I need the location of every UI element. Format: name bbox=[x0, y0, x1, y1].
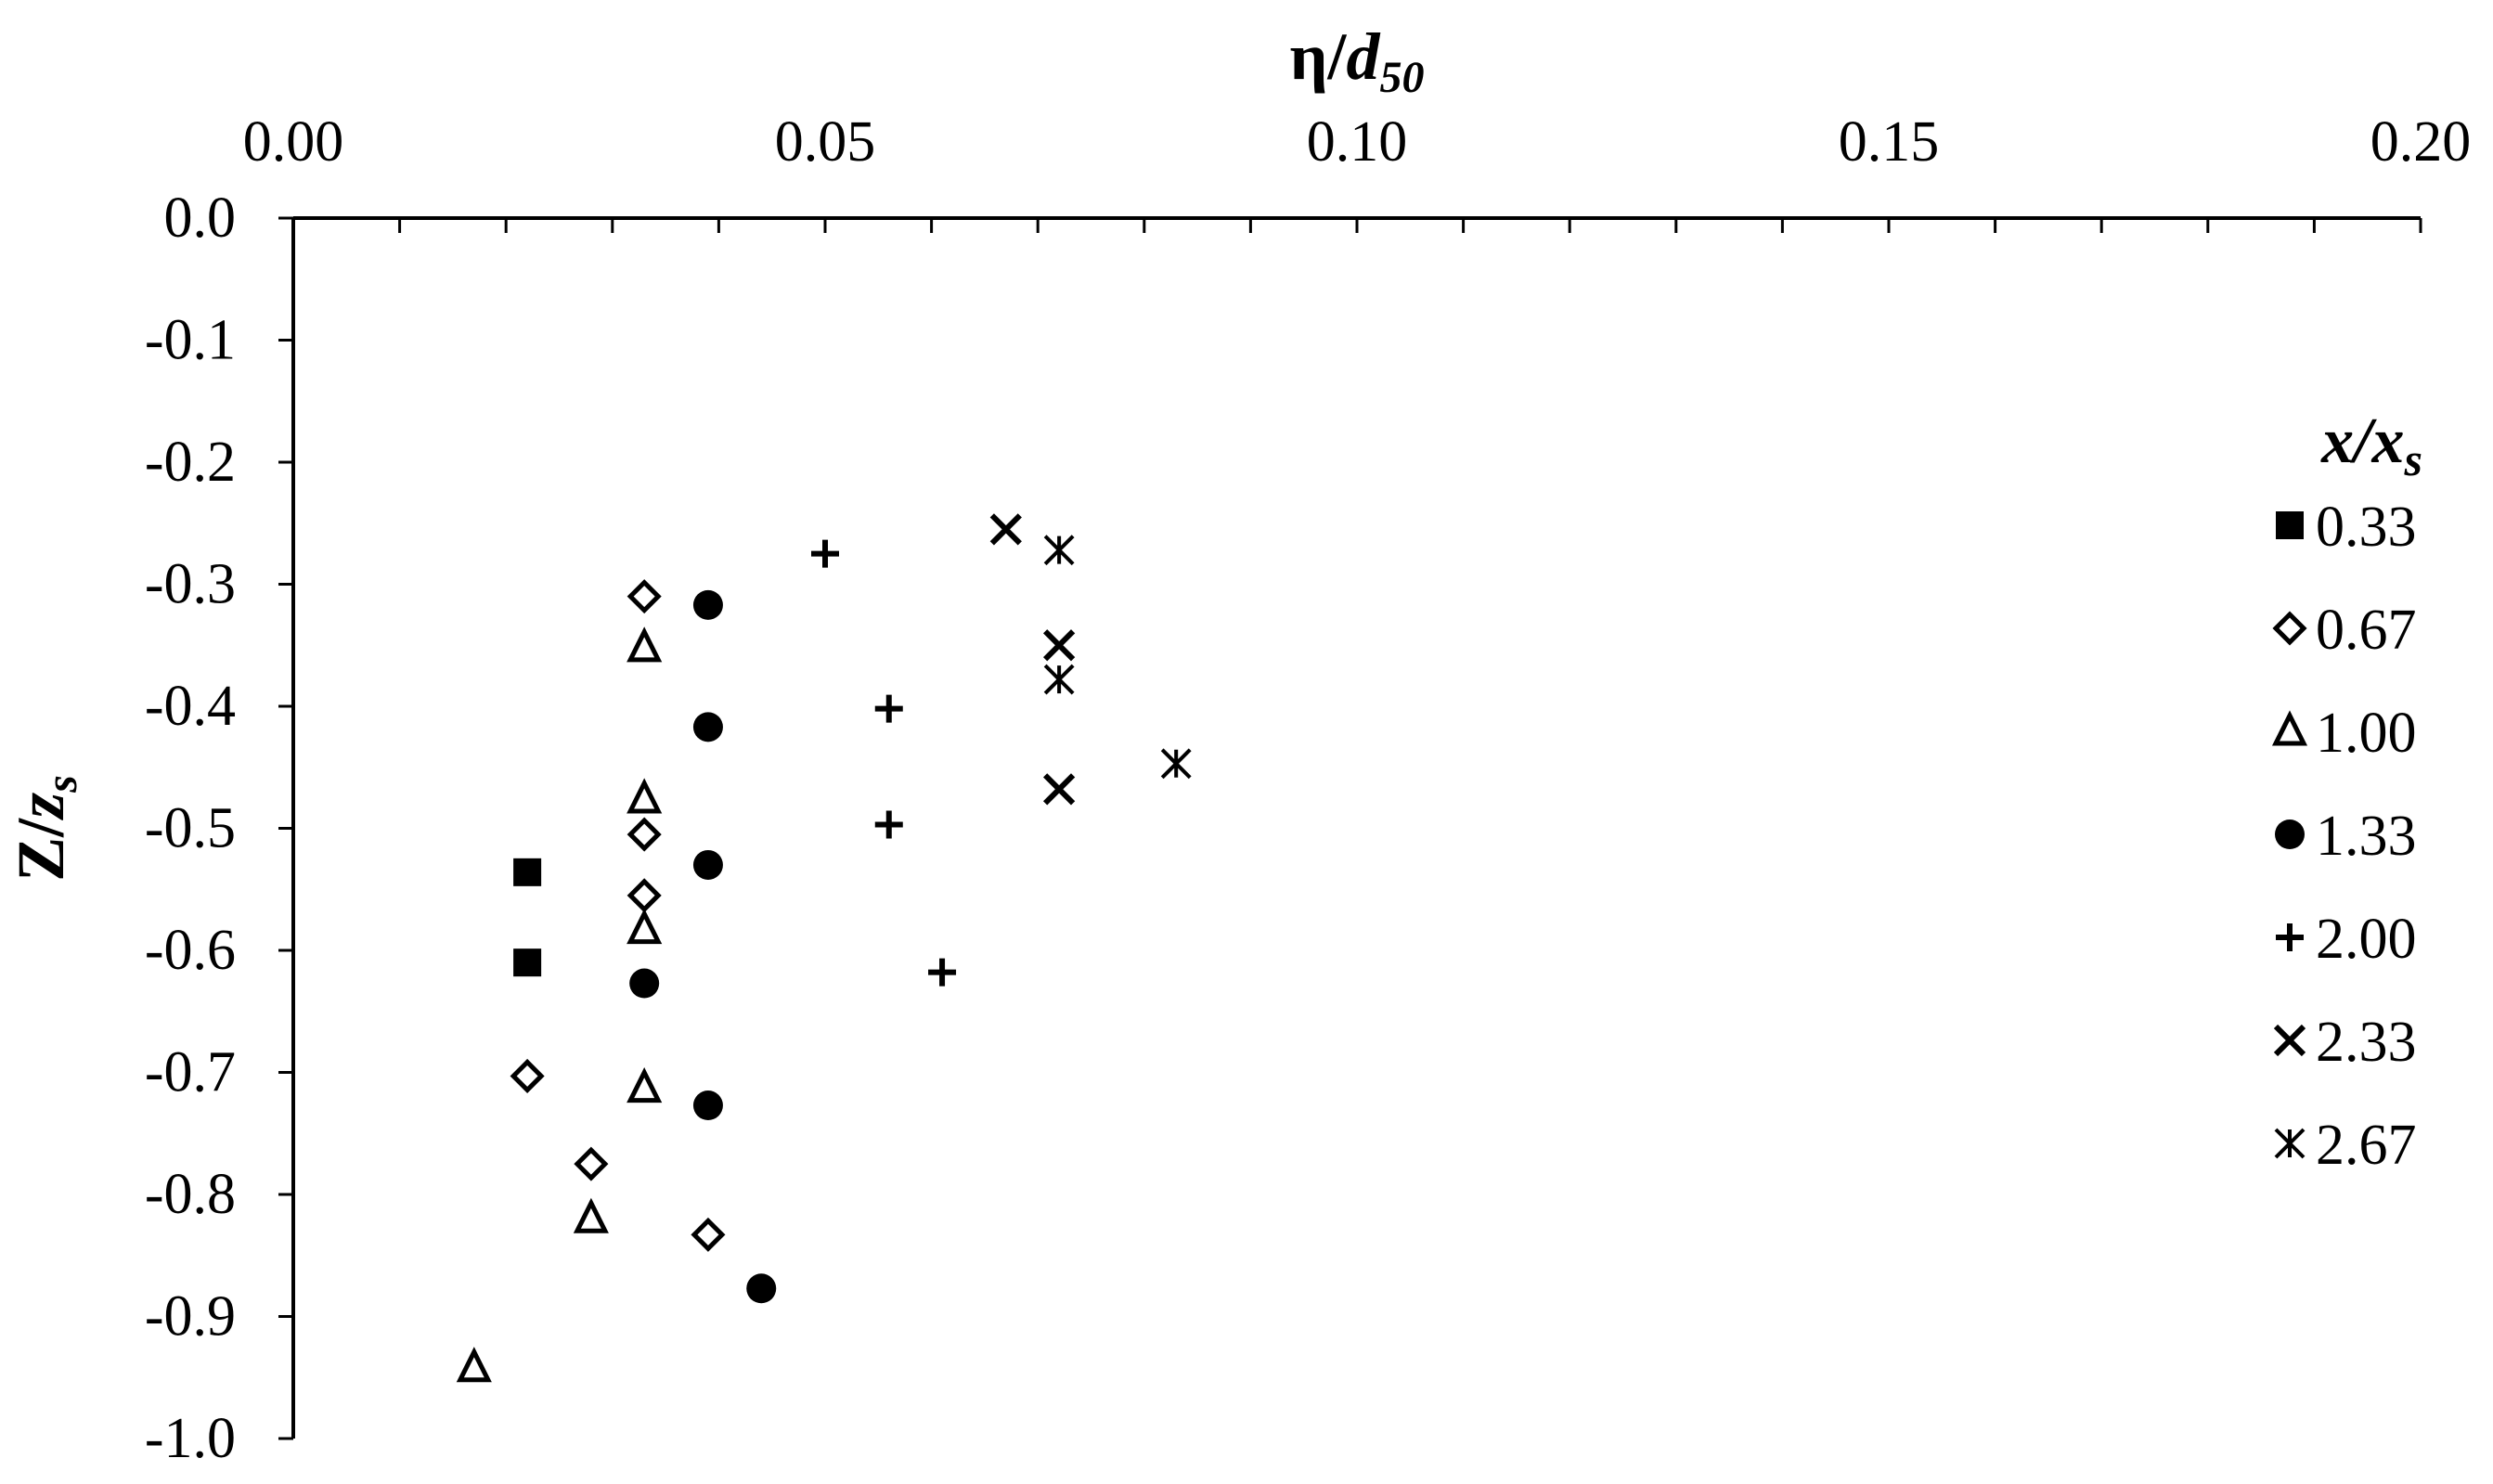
data-point bbox=[626, 878, 662, 913]
legend-item: 2.67 bbox=[2274, 1114, 2417, 1177]
x-ticks: 0.00 0.05 0.10 0.15 0.20 bbox=[243, 110, 2472, 233]
y-axis-title: Z/zs bbox=[4, 775, 86, 882]
data-point bbox=[1042, 629, 1076, 662]
data-point bbox=[692, 589, 723, 620]
y-tick-label: -0.2 bbox=[145, 431, 236, 494]
legend-item: 2.33 bbox=[2273, 1011, 2417, 1074]
legend-marker bbox=[2274, 1128, 2306, 1159]
data-point bbox=[626, 579, 662, 614]
legend-item: 1.33 bbox=[2275, 805, 2417, 868]
legend-items: 0.33 0.67 1.00 1.33 2.00 2.33 2.67 bbox=[2271, 496, 2417, 1177]
x-tick-label: 0.05 bbox=[775, 110, 876, 174]
legend-item: 0.67 bbox=[2272, 599, 2417, 662]
data-point bbox=[626, 909, 663, 945]
y-tick-label: -0.3 bbox=[145, 553, 236, 616]
legend-item: 0.33 bbox=[2276, 496, 2417, 559]
legend-label: 1.00 bbox=[2316, 702, 2417, 765]
x-tick-label: 0.00 bbox=[243, 110, 344, 174]
legend-label: 2.67 bbox=[2316, 1114, 2417, 1177]
data-point bbox=[1043, 535, 1075, 566]
data-point bbox=[874, 810, 903, 839]
legend-title-main: x/x bbox=[2320, 406, 2404, 477]
y-tick-label: -0.8 bbox=[145, 1163, 236, 1226]
data-point bbox=[626, 817, 662, 852]
axes bbox=[291, 216, 2421, 1439]
data-point bbox=[1043, 664, 1075, 695]
legend-marker bbox=[2273, 1024, 2306, 1057]
series-2-67 bbox=[1043, 535, 1192, 780]
data-point bbox=[989, 513, 1022, 546]
data-point bbox=[626, 778, 663, 814]
legend-label: 1.33 bbox=[2316, 805, 2417, 868]
x-tick-label: 0.15 bbox=[1839, 110, 1940, 174]
data-point bbox=[692, 712, 723, 742]
data-point bbox=[692, 1090, 723, 1121]
data-point bbox=[692, 849, 723, 880]
data-point bbox=[513, 948, 542, 977]
y-axis-title-sub: s bbox=[37, 775, 86, 794]
legend-label: 0.67 bbox=[2316, 599, 2417, 662]
data-point bbox=[510, 1058, 545, 1093]
series-1-00 bbox=[456, 626, 663, 1383]
legend-label: 0.33 bbox=[2316, 496, 2417, 559]
x-tick-label: 0.20 bbox=[2370, 110, 2472, 174]
data-point bbox=[629, 968, 660, 999]
series-0-67 bbox=[510, 579, 726, 1252]
data-point bbox=[811, 539, 839, 568]
data-point bbox=[456, 1347, 492, 1383]
data-point bbox=[574, 1146, 609, 1181]
y-tick-label: -0.1 bbox=[145, 309, 236, 372]
x-axis-title: η/d50 bbox=[1290, 19, 1425, 102]
legend-marker bbox=[2272, 611, 2307, 646]
legend-marker bbox=[2271, 710, 2308, 746]
legend-item: 2.00 bbox=[2276, 908, 2417, 971]
legend-title-sub: s bbox=[2404, 433, 2422, 485]
y-ticks: 0.0 -0.1 -0.2 -0.3 -0.4 -0.5 -0.6 -0.7 -0.8 -0.9 -… bbox=[145, 187, 293, 1470]
data-point bbox=[573, 1197, 609, 1233]
y-tick-label: -0.7 bbox=[145, 1041, 236, 1104]
x-tick-label: 0.10 bbox=[1307, 110, 1408, 174]
legend-marker bbox=[2276, 923, 2304, 951]
y-axis-title-main: Z/ bbox=[4, 818, 78, 882]
y-axis-title-italic: z bbox=[4, 793, 78, 821]
series-2-00 bbox=[811, 539, 957, 987]
legend-label: 2.33 bbox=[2316, 1011, 2417, 1074]
y-tick-label: -1.0 bbox=[145, 1407, 236, 1470]
y-tick-label: -0.4 bbox=[145, 675, 236, 738]
x-axis-title-italic: d bbox=[1346, 19, 1380, 94]
data-point bbox=[928, 958, 957, 987]
series-0-33 bbox=[513, 858, 542, 977]
series-1-33 bbox=[629, 589, 777, 1304]
data-point bbox=[874, 694, 903, 723]
data-point bbox=[626, 626, 663, 663]
legend: x/xs 0.33 0.67 1.00 1.33 2.00 2.33 2.67 bbox=[2271, 406, 2422, 1177]
plot-points bbox=[456, 513, 1192, 1383]
legend-label: 2.00 bbox=[2316, 908, 2417, 971]
data-point bbox=[746, 1273, 777, 1304]
data-point bbox=[1160, 748, 1192, 780]
data-point bbox=[626, 1067, 663, 1103]
x-axis-title-main: η/ bbox=[1290, 19, 1348, 94]
series-2-33 bbox=[989, 513, 1076, 806]
legend-marker bbox=[2275, 819, 2305, 849]
legend-marker bbox=[2276, 511, 2304, 539]
data-point bbox=[691, 1217, 726, 1252]
legend-title: x/xs bbox=[2320, 406, 2422, 485]
y-tick-label: -0.5 bbox=[145, 797, 236, 860]
y-tick-label: 0.0 bbox=[164, 187, 237, 250]
x-axis-title-sub: 50 bbox=[1379, 53, 1424, 102]
data-point bbox=[513, 858, 542, 886]
data-point bbox=[1042, 773, 1076, 806]
y-tick-label: -0.9 bbox=[145, 1285, 236, 1349]
legend-item: 1.00 bbox=[2271, 702, 2417, 765]
y-tick-label: -0.6 bbox=[145, 919, 236, 982]
